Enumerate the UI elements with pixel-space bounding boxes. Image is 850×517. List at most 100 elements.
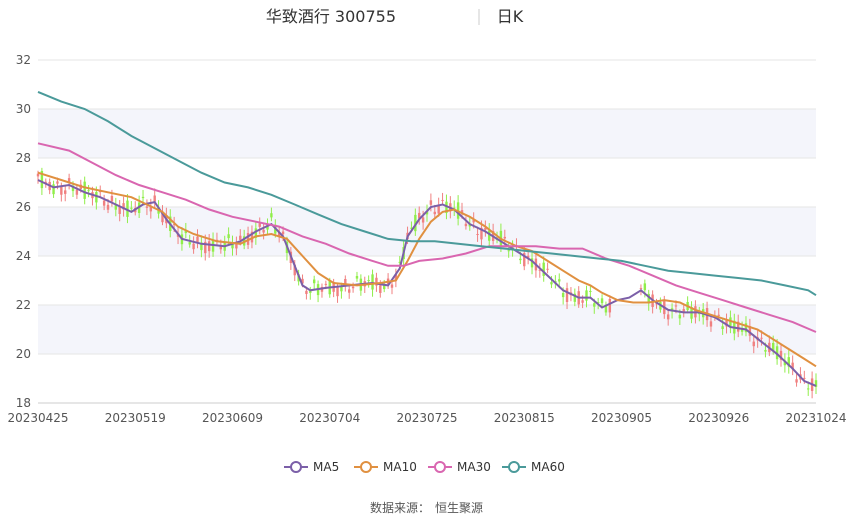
candle-body [277, 231, 281, 237]
candle-body [250, 231, 254, 243]
candle-body [787, 357, 790, 367]
candle-body [464, 223, 468, 227]
x-tick-label: 20230704 [299, 411, 360, 425]
candle-body [760, 337, 763, 339]
source-label: 数据来源： [370, 500, 430, 515]
candle-body [542, 262, 545, 276]
candle-body [480, 227, 483, 240]
candle-body [114, 204, 118, 210]
y-tick-label: 32 [16, 53, 31, 67]
candle-body [188, 242, 191, 245]
candle-body [503, 236, 507, 239]
axes: 20230425 20230519 20230609 20230704 20230725… [7, 402, 847, 425]
candle-body [309, 290, 312, 293]
legend-item-ma10[interactable]: MA10 [354, 460, 417, 474]
candle-body [344, 278, 347, 285]
legend-label: MA5 [313, 460, 339, 474]
legend-marker [290, 461, 302, 473]
candle-body [523, 253, 526, 267]
source-name: 恒生聚源 [435, 501, 483, 515]
candle-body [293, 264, 296, 276]
candle-body [484, 227, 487, 230]
candle-body [472, 219, 475, 223]
candle-body [791, 362, 794, 370]
legend-marker [434, 461, 446, 473]
candle-body [398, 261, 401, 263]
ma-line-ma5 [37, 179, 817, 387]
candle-body [67, 178, 71, 183]
candle-body [565, 288, 569, 302]
candle-body [52, 184, 55, 195]
ma-line-ma10 [37, 171, 817, 368]
candle-body [204, 241, 207, 254]
candle-body [394, 274, 398, 280]
x-tick-label: 20230926 [688, 411, 749, 425]
candle-body [347, 289, 351, 293]
candle-body [736, 321, 740, 332]
y-tick-label: 28 [16, 151, 31, 165]
candle-body [814, 380, 818, 387]
candle-body [227, 234, 230, 239]
candle-body [783, 360, 787, 366]
candle-body [608, 298, 612, 313]
candle-body [429, 200, 433, 205]
candle-body [71, 185, 75, 192]
x-tick-label: 20230519 [105, 411, 166, 425]
candle-body [666, 314, 670, 320]
candle-body [589, 290, 592, 292]
legend-item-ma30[interactable]: MA30 [428, 460, 491, 474]
candle-body [593, 303, 596, 307]
candle-body [375, 277, 378, 286]
candle-body [655, 303, 658, 305]
candle-body [118, 206, 121, 214]
y-tick-label: 24 [16, 249, 31, 263]
candle-body [149, 205, 153, 212]
candle-body [106, 204, 110, 210]
candle-body [40, 170, 44, 189]
candle-body [56, 181, 59, 184]
candle-body [130, 207, 133, 209]
candle-body [795, 379, 798, 383]
candle-body [538, 269, 542, 271]
legend[interactable]: MA5 MA10 MA30 MA60 [284, 460, 565, 474]
candle-body [709, 321, 713, 327]
candle-body [530, 258, 534, 268]
candle-body [371, 274, 374, 290]
candle-body [83, 181, 86, 199]
candle-body [585, 290, 588, 301]
legend-item-ma5[interactable]: MA5 [284, 460, 339, 474]
candle-body [596, 302, 600, 304]
candle-body [600, 298, 604, 304]
candle-body [324, 283, 328, 285]
y-tick-label: 22 [16, 298, 31, 312]
candle-body [425, 211, 429, 215]
moving-average-lines [37, 90, 817, 387]
candle-body [383, 285, 386, 290]
candle-body [44, 181, 47, 183]
x-tick-label: 20231024 [785, 411, 846, 425]
candle-body [379, 285, 382, 293]
y-tick-label: 30 [16, 102, 31, 116]
plot-band [38, 109, 816, 158]
candle-body [239, 235, 242, 240]
x-tick-label: 20230725 [396, 411, 457, 425]
legend-item-ma60[interactable]: MA60 [502, 460, 565, 474]
candle-body [546, 268, 549, 270]
candle-body [721, 326, 724, 329]
candle-body [453, 207, 456, 209]
candle-body [803, 377, 806, 379]
candle-body [604, 305, 608, 313]
candle-body [95, 192, 98, 203]
candle-body [421, 217, 425, 223]
candle-body [561, 292, 565, 298]
candle-body [744, 323, 748, 333]
candle-body [390, 284, 394, 288]
candle-body [441, 199, 444, 201]
candle-body [647, 293, 650, 304]
candle-body [488, 230, 491, 241]
candle-body [254, 228, 258, 238]
candle-body [717, 314, 720, 316]
candle-body [340, 286, 343, 292]
candle-body [507, 250, 510, 252]
